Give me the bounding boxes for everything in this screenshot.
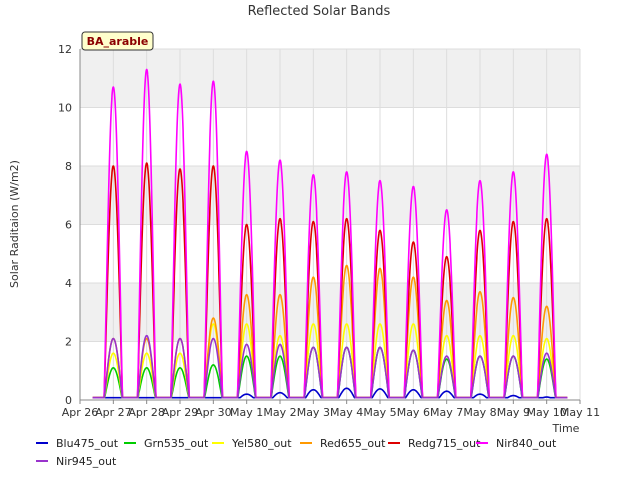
x-tick-label: May 9 <box>497 406 530 419</box>
x-tick-label: Apr 27 <box>95 406 132 419</box>
series-layer <box>92 68 568 399</box>
x-tick-label: May 3 <box>297 406 330 419</box>
y-axis-label: Solar Raditaion (W/m2) <box>8 160 21 288</box>
plot-band <box>80 49 580 108</box>
x-tick-label: Apr 26 <box>62 406 99 419</box>
legend-label-Grn535_out: Grn535_out <box>144 437 209 450</box>
site-badge-box <box>81 31 154 51</box>
site-badge-label: BA_arable <box>87 35 149 48</box>
x-tick-label: May 1 <box>230 406 263 419</box>
x-tick-label: May 8 <box>463 406 496 419</box>
y-tick-label: 2 <box>65 336 72 349</box>
legend: Blu475_out Grn535_out Yel580_out Red655_out… <box>36 437 557 468</box>
y-tick-label: 4 <box>65 277 72 290</box>
legend-label-Nir840_out: Nir840_out <box>496 437 557 450</box>
x-tick-label: May 7 <box>430 406 463 419</box>
y-tick-label: 0 <box>65 394 72 407</box>
x-tick-label: May 4 <box>330 406 363 419</box>
x-tick-label: Apr 29 <box>162 406 199 419</box>
x-tick-label: Apr 30 <box>195 406 232 419</box>
chart-title: Reflected Solar Bands <box>248 4 391 19</box>
y-tick-label: 10 <box>58 102 72 115</box>
legend-label-Red655_out: Red655_out <box>320 437 386 450</box>
y-tick-label: 8 <box>65 160 72 173</box>
x-tick-label: May 2 <box>263 406 296 419</box>
y-tick-label: 12 <box>58 43 72 56</box>
y-tick-label: 6 <box>65 219 72 232</box>
x-tick-label: May 6 <box>397 406 430 419</box>
legend-label-Redg715_out: Redg715_out <box>408 437 481 450</box>
axes <box>79 49 580 401</box>
legend-label-Blu475_out: Blu475_out <box>56 437 119 450</box>
x-tick-label: May 10 <box>527 406 567 419</box>
site-badge: BA_arable <box>81 31 154 51</box>
x-tick-label: May 5 <box>363 406 396 419</box>
x-axis-label: Time <box>552 422 580 435</box>
series-line-Nir945_out <box>92 334 568 399</box>
legend-label-Nir945_out: Nir945_out <box>56 455 117 468</box>
legend-label-Yel580_out: Yel580_out <box>231 437 292 450</box>
x-tick-label: May 11 <box>560 406 600 419</box>
plot-band <box>80 166 580 225</box>
plot-band <box>80 283 580 342</box>
x-tick-label: Apr 28 <box>128 406 165 419</box>
